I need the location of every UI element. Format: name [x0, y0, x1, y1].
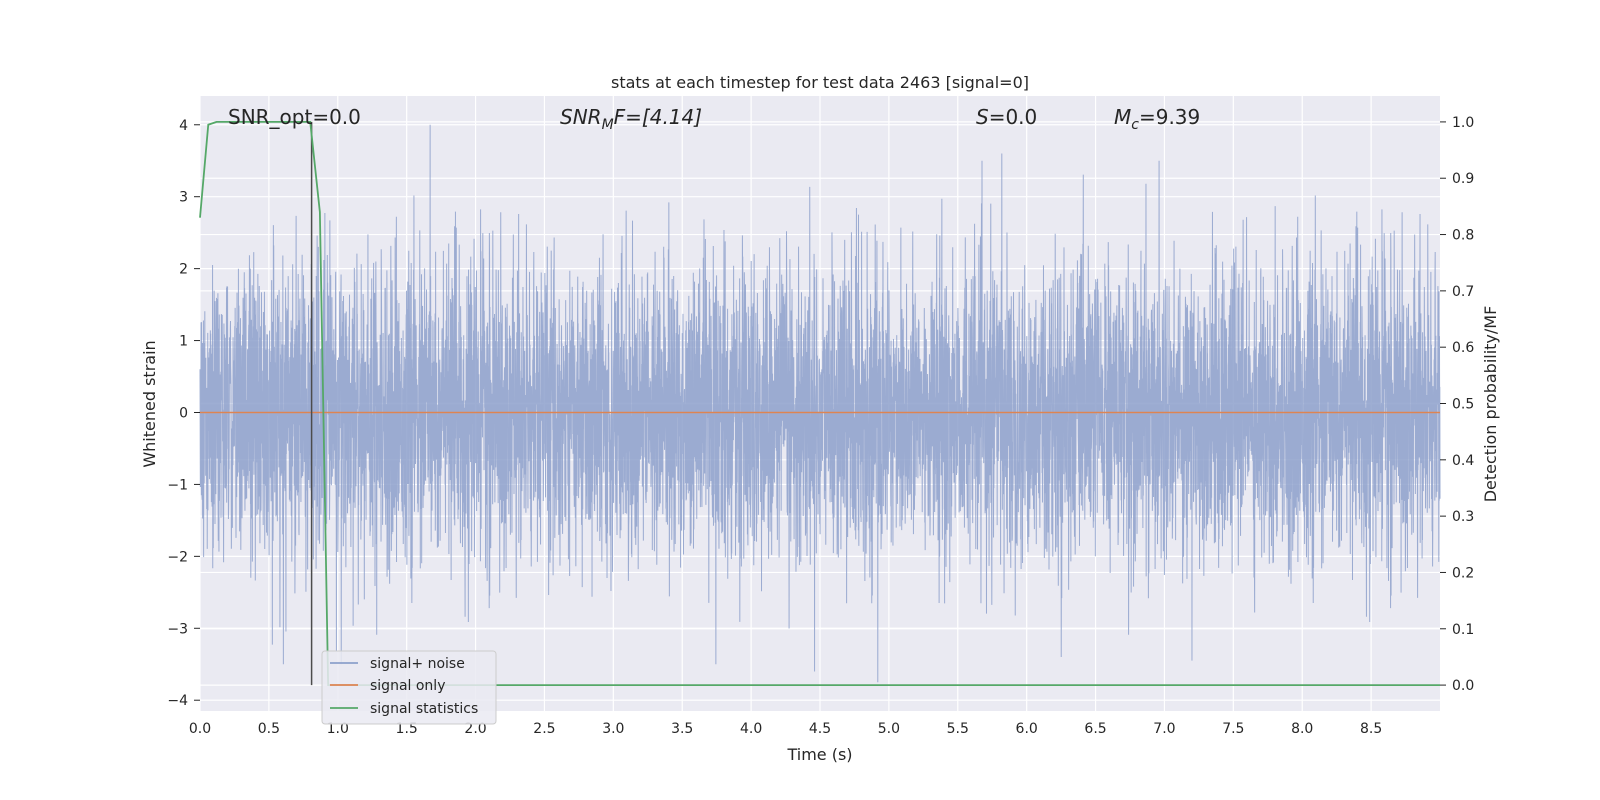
y2-tick-label: 0.6	[1452, 340, 1474, 356]
y2-tick-label: 0.1	[1452, 622, 1474, 638]
annotation-s: S=0.0	[976, 105, 1037, 129]
legend-box	[321, 650, 497, 725]
y-axis-ticks: 4 3 2 1 0 −1 −2 −3 −4	[167, 118, 200, 709]
annotation-snr-opt: SNR_opt=0.0	[228, 105, 361, 129]
x-tick-label: 0.5	[258, 721, 280, 737]
x-tick-label: 8.0	[1291, 721, 1313, 737]
y2-axis-label: Detection probability/MF	[1481, 306, 1500, 503]
y-tick-label: 2	[179, 262, 188, 278]
annotation-snr-mf-subscript: M	[602, 117, 614, 133]
annotation-mc-symbol: M	[1114, 105, 1131, 129]
x-tick-label: 2.5	[533, 721, 555, 737]
y-tick-label: 3	[179, 190, 188, 206]
x-tick-label: 8.5	[1360, 721, 1382, 737]
x-axis-ticks: 0.0 0.5 1.0 1.5 2.0 2.5 3.0 3.5 4.0 4.5 5.0 5.5 6.0 6…	[189, 721, 1382, 737]
chart-title: stats at each timestep for test data 246…	[611, 73, 1029, 92]
y2-tick-label: 0.7	[1452, 284, 1474, 300]
y-tick-label: −2	[167, 549, 188, 565]
annotation-s-symbol: S	[976, 105, 989, 129]
signal-statistics-line	[199, 121, 1440, 686]
annotation-snr-mf-value: F=[4.14]	[614, 105, 702, 129]
y2-tick-label: 0.0	[1452, 678, 1474, 694]
y2-tick-label: 0.4	[1452, 453, 1474, 469]
y2-axis-ticks: 1.0 0.9 0.8 0.7 0.6 0.5 0.4 0.3 0.2 0.1 0.0	[1440, 115, 1474, 694]
y-tick-label: −1	[167, 477, 188, 493]
x-tick-label: 0.0	[189, 721, 211, 737]
series-signal-noise	[199, 124, 1441, 683]
annotation-s-value: =0.0	[989, 105, 1038, 129]
y2-tick-label: 1.0	[1452, 115, 1474, 131]
annotation-snr-mf-symbol: SNR	[560, 105, 602, 129]
x-tick-label: 4.5	[809, 721, 831, 737]
x-tick-label: 6.5	[1084, 721, 1106, 737]
annotation-snr-mf: SNRMF=[4.14]	[560, 105, 702, 133]
x-tick-label: 2.0	[464, 721, 486, 737]
y2-tick-label: 0.8	[1452, 228, 1474, 244]
annotation-mc-subscript: c	[1131, 117, 1139, 133]
y2-tick-label: 0.5	[1452, 397, 1474, 413]
x-tick-label: 7.0	[1153, 721, 1175, 737]
x-axis-label: Time (s)	[786, 745, 852, 764]
y2-tick-label: 0.3	[1452, 509, 1474, 525]
y-tick-label: 0	[179, 405, 188, 421]
y2-tick-label: 0.2	[1452, 565, 1474, 581]
y2-tick-label: 0.9	[1452, 171, 1474, 187]
series-signal-statistics	[199, 121, 1440, 686]
y-tick-label: −3	[167, 621, 188, 637]
y-tick-label: 1	[179, 334, 188, 350]
y-axis-label: Whitened strain	[140, 340, 159, 467]
legend: signal+ noise signal only signal statist…	[321, 650, 497, 725]
x-tick-label: 3.5	[671, 721, 693, 737]
annotation-mc: Mc=9.39	[1114, 105, 1200, 133]
legend-label-signal-statistics: signal statistics	[370, 701, 478, 717]
x-tick-label: 1.5	[396, 721, 418, 737]
x-tick-label: 4.0	[740, 721, 762, 737]
x-tick-label: 3.0	[602, 721, 624, 737]
y-tick-label: −4	[167, 693, 188, 709]
x-tick-label: 5.5	[947, 721, 969, 737]
x-tick-label: 6.0	[1016, 721, 1038, 737]
legend-label-signal-only: signal only	[370, 678, 445, 694]
annotation-mc-value: =9.39	[1139, 105, 1200, 129]
x-tick-label: 1.0	[327, 721, 349, 737]
legend-label-signal-noise: signal+ noise	[370, 656, 465, 672]
signal-noise-line	[199, 124, 1441, 683]
x-tick-label: 7.5	[1222, 721, 1244, 737]
y-tick-label: 4	[179, 118, 188, 134]
x-tick-label: 5.0	[878, 721, 900, 737]
